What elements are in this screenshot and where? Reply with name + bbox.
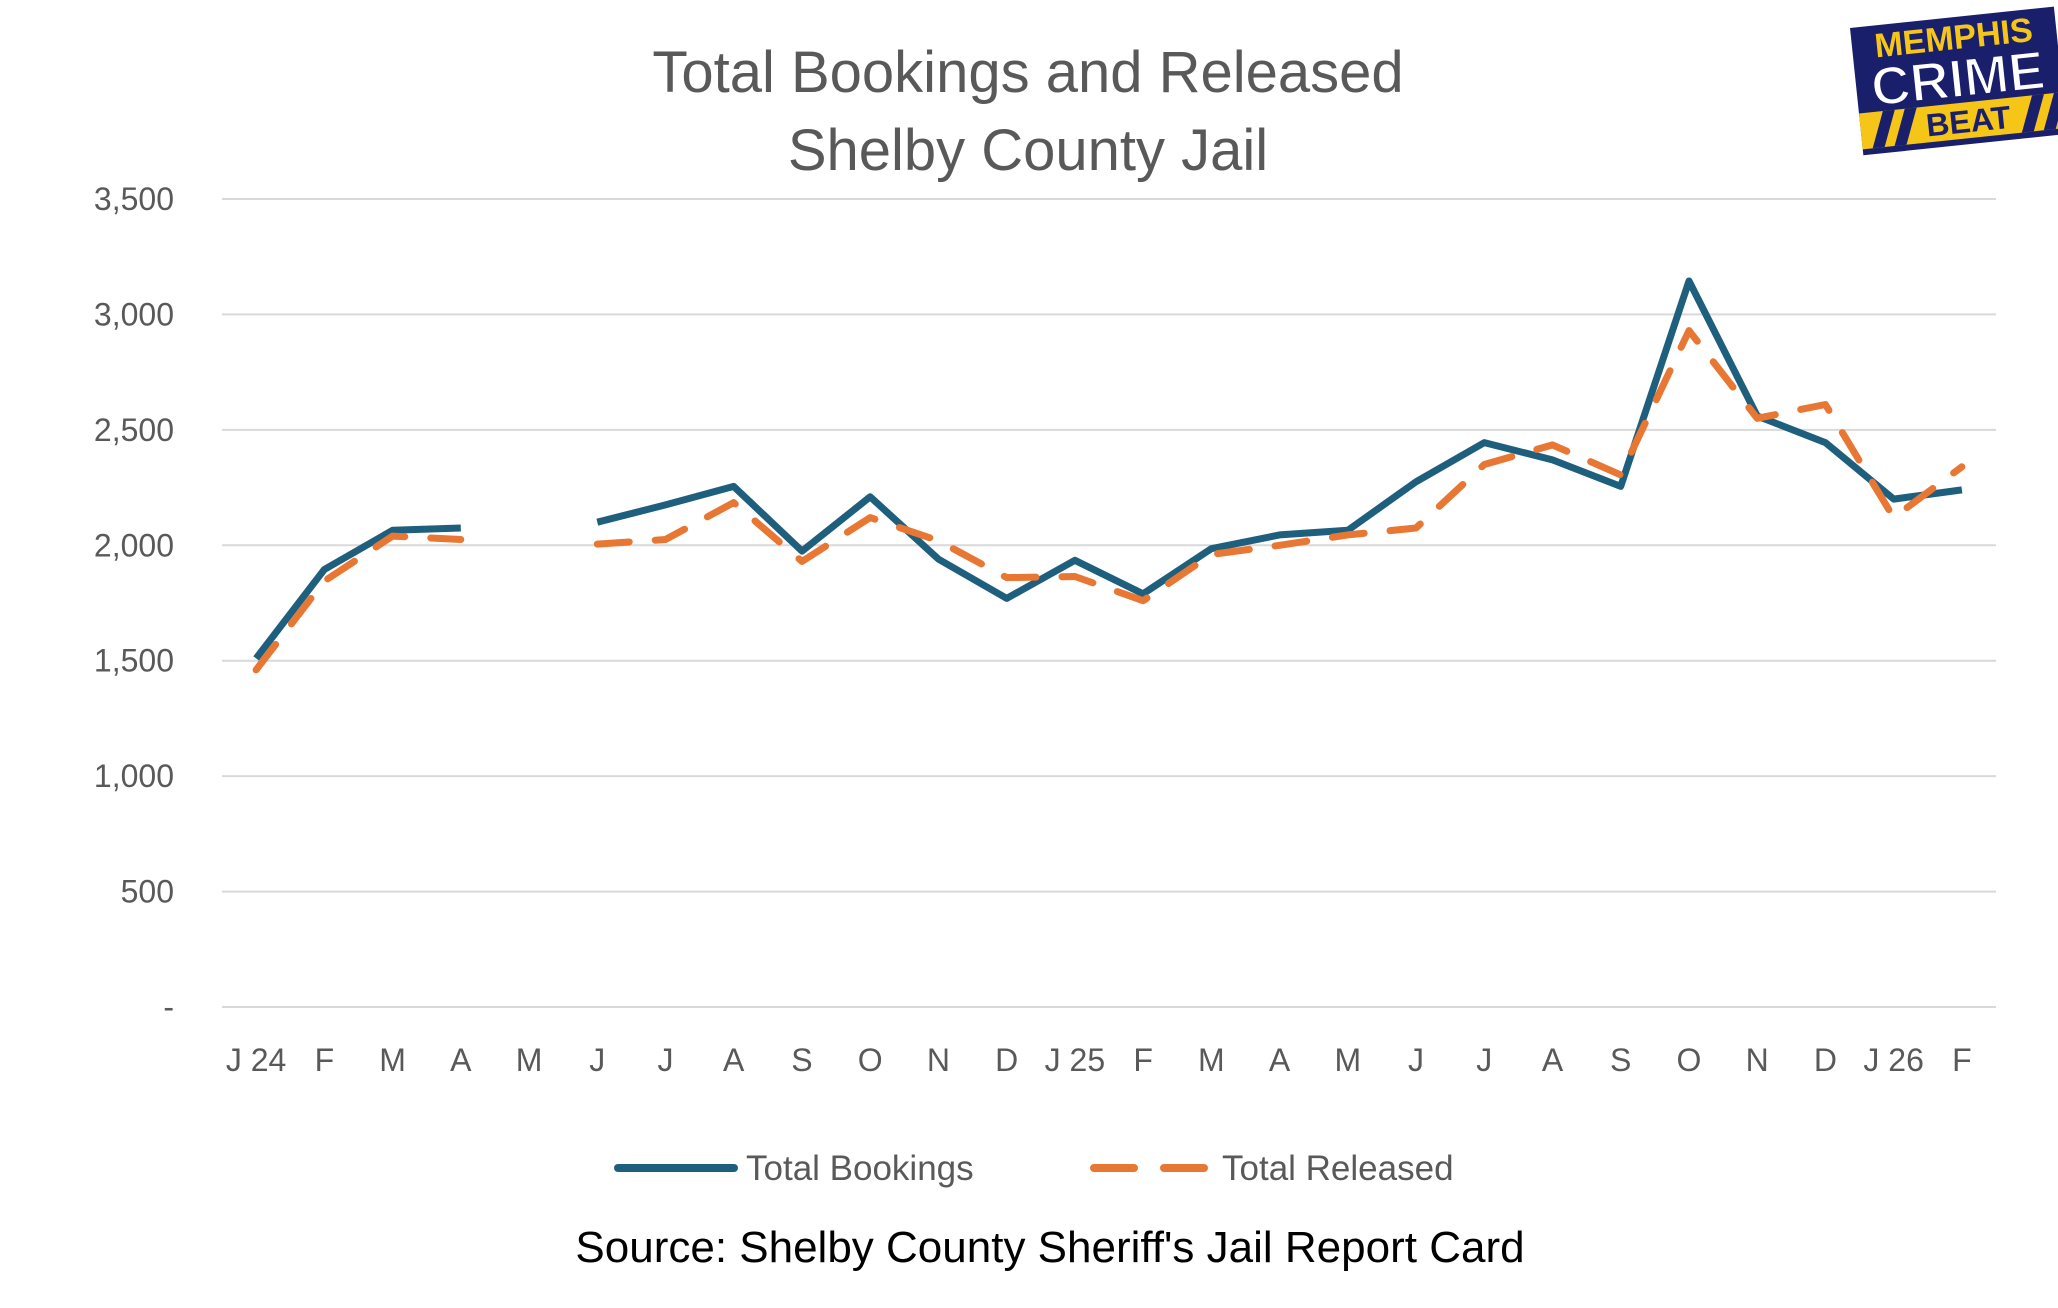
x-tick-label: A bbox=[1269, 1042, 1291, 1078]
memphis-crime-beat-logo: MEMPHIS CRIME BEAT bbox=[1850, 6, 2058, 156]
x-tick-label: M bbox=[379, 1042, 406, 1078]
y-tick-label: 1,000 bbox=[94, 758, 174, 794]
x-tick-label: O bbox=[858, 1042, 883, 1078]
y-tick-label: 2,500 bbox=[94, 412, 174, 448]
x-tick-label: J bbox=[589, 1042, 605, 1078]
x-tick-label: J 25 bbox=[1045, 1042, 1105, 1078]
legend-label-total-released: Total Released bbox=[1222, 1149, 1454, 1188]
plot-series bbox=[252, 277, 1966, 674]
x-tick-label: O bbox=[1677, 1042, 1702, 1078]
series-line-total-bookings bbox=[596, 277, 1963, 602]
x-tick-label: S bbox=[791, 1042, 812, 1078]
x-tick-label: A bbox=[723, 1042, 745, 1078]
source-note: Source: Shelby County Sheriff's Jail Rep… bbox=[575, 1223, 1524, 1272]
x-tick-label: F bbox=[1952, 1042, 1972, 1078]
gridlines bbox=[222, 198, 1996, 1008]
y-tick-label: 500 bbox=[121, 874, 174, 910]
y-tick-label: 3,500 bbox=[94, 181, 174, 217]
x-tick-label: D bbox=[1814, 1042, 1837, 1078]
x-tick-label: N bbox=[927, 1042, 950, 1078]
x-tick-label: J 24 bbox=[226, 1042, 286, 1078]
x-tick-label: F bbox=[315, 1042, 335, 1078]
x-tick-label: A bbox=[450, 1042, 472, 1078]
logo-text-beat: BEAT bbox=[1924, 99, 2012, 144]
x-tick-label: J bbox=[1408, 1042, 1424, 1078]
x-tick-label: J 26 bbox=[1863, 1042, 1923, 1078]
series-line-total-bookings bbox=[253, 524, 461, 661]
x-tick-label: M bbox=[1334, 1042, 1361, 1078]
x-tick-label: S bbox=[1610, 1042, 1631, 1078]
x-tick-label: N bbox=[1746, 1042, 1769, 1078]
y-tick-label: 3,000 bbox=[94, 296, 174, 332]
logo-stripe bbox=[1858, 92, 2058, 150]
y-tick-label: 1,500 bbox=[94, 643, 174, 679]
x-axis-tick-labels: J 24 F M A M J J A S O N D J 25 F M A M J J A S O N D J 26 F bbox=[226, 1042, 1972, 1078]
x-tick-label: M bbox=[1198, 1042, 1225, 1078]
series-line-total-released bbox=[252, 532, 465, 674]
y-tick-label: 2,000 bbox=[94, 527, 174, 563]
x-tick-label: D bbox=[995, 1042, 1018, 1078]
x-tick-label: A bbox=[1542, 1042, 1564, 1078]
x-tick-label: J bbox=[658, 1042, 674, 1078]
legend-label-total-bookings: Total Bookings bbox=[746, 1149, 974, 1188]
chart-title-line-1: Total Bookings and Released bbox=[652, 40, 1403, 105]
series-line-total-released bbox=[593, 327, 1966, 605]
logo-hazard-stripes bbox=[1872, 92, 2058, 149]
x-tick-label: M bbox=[516, 1042, 543, 1078]
y-axis-tick-labels: - 500 1,000 1,500 2,000 2,500 3,000 3,500 bbox=[94, 181, 174, 1025]
x-tick-label: F bbox=[1133, 1042, 1153, 1078]
chart-title-line-2: Shelby County Jail bbox=[788, 118, 1268, 183]
x-tick-label: J bbox=[1476, 1042, 1492, 1078]
legend: Total Bookings Total Released bbox=[614, 1149, 1454, 1188]
y-tick-label: - bbox=[163, 989, 174, 1025]
